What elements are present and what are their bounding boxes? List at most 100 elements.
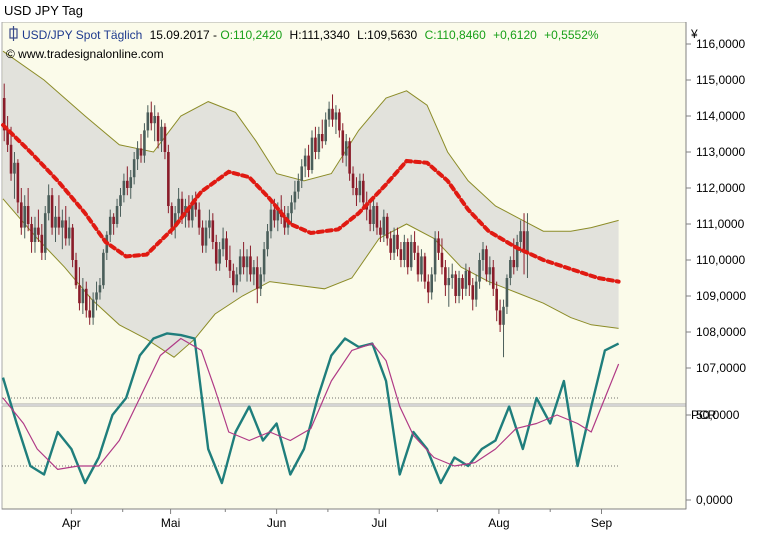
candle-body: [396, 234, 399, 250]
candle: [208, 209, 211, 239]
candle: [488, 256, 492, 286]
candle: [331, 94, 334, 127]
time-axis: Apr Mai Jun Jul Aug Sep: [62, 509, 612, 530]
candle-body: [351, 173, 355, 188]
candle: [156, 112, 160, 149]
candle-body: [255, 267, 259, 289]
candle-body: [238, 256, 242, 275]
candle-body: [331, 108, 334, 120]
candle: [522, 213, 526, 275]
candle-body: [403, 242, 406, 260]
candle: [214, 234, 218, 271]
window-titlebar: USD JPY Tag: [0, 0, 770, 23]
candle: [30, 216, 33, 253]
pcr-panel[interactable]: [1, 405, 687, 510]
candle: [139, 134, 143, 163]
candle-body: [126, 180, 129, 188]
candle: [194, 191, 198, 217]
candle: [375, 202, 379, 235]
candle-body: [495, 288, 498, 311]
candle-body: [81, 288, 85, 304]
candle-body: [440, 252, 444, 268]
candle: [314, 126, 317, 160]
candle-body: [338, 112, 341, 131]
band-fill: [3, 51, 619, 358]
candle: [444, 260, 447, 296]
candle-body: [23, 206, 27, 228]
candle: [252, 260, 256, 286]
price-chart[interactable]: 107,0000 108,0000 109,0000 110,0000 111,0000…: [0, 22, 770, 534]
candle: [33, 216, 37, 253]
candle: [50, 188, 54, 235]
candle: [351, 166, 355, 196]
candle: [26, 188, 30, 232]
candle-body: [423, 256, 427, 282]
candle: [187, 195, 191, 228]
candle: [115, 198, 119, 228]
time-tick-label: Jun: [267, 516, 286, 530]
candle-body: [303, 155, 307, 167]
candle-body: [242, 256, 245, 268]
candle: [303, 148, 307, 178]
candle: [126, 166, 129, 196]
candle-body: [409, 242, 413, 268]
candle: [245, 249, 249, 282]
candle: [132, 152, 136, 185]
candle: [344, 134, 348, 167]
pcr-tick-label: 0,0000: [696, 493, 733, 507]
candle: [348, 137, 351, 181]
candle: [515, 234, 519, 271]
candle: [255, 256, 259, 304]
candle: [355, 177, 358, 206]
candle-body: [208, 220, 211, 228]
candle: [88, 296, 91, 325]
candle-body: [173, 213, 177, 228]
currency-symbol: ¥: [690, 27, 698, 41]
candle: [211, 213, 215, 250]
price-tick-label: 108,0000: [696, 325, 746, 339]
candle: [509, 256, 512, 286]
pcr-tick-label: 50,0000: [696, 408, 740, 422]
candle-body: [218, 249, 221, 264]
candle: [495, 281, 498, 322]
candle-body: [177, 198, 180, 214]
pcr-axis: 0,0000 50,0000: [686, 408, 740, 507]
candle: [426, 274, 430, 304]
time-tick-label: Mai: [161, 516, 180, 530]
candle: [71, 224, 74, 268]
candle: [259, 267, 262, 296]
candle-body: [266, 231, 269, 250]
candle: [129, 170, 133, 199]
candle-body: [61, 220, 64, 228]
candle-body: [457, 278, 461, 296]
candle-body: [9, 144, 13, 174]
candle-body: [389, 238, 392, 253]
candle-body: [461, 278, 464, 289]
candle: [6, 116, 9, 152]
header-text: USD/JPY Spot Täglich 15.09.2017 - O:110,…: [22, 28, 599, 42]
candle-body: [509, 260, 512, 278]
candle-body: [437, 238, 440, 253]
candle-body: [187, 206, 191, 221]
candle: [464, 263, 468, 296]
candle-body: [108, 216, 112, 235]
price-tick-label: 111,0000: [696, 217, 745, 231]
candle: [406, 238, 410, 275]
candle-body: [6, 130, 9, 145]
candle-body: [454, 274, 457, 296]
candle: [112, 213, 115, 235]
candle: [519, 220, 522, 253]
candle-body: [307, 155, 310, 170]
candle: [420, 249, 423, 282]
candle-body: [26, 206, 30, 224]
candle-body: [214, 242, 218, 264]
candle-body: [478, 260, 481, 282]
candle-body: [50, 195, 54, 228]
candle-body: [334, 112, 338, 120]
candle: [474, 274, 478, 307]
candle: [379, 220, 382, 242]
price-axis: 107,0000 108,0000 109,0000 110,0000 111,0000…: [686, 37, 746, 375]
candle-body: [505, 278, 509, 307]
header-date: 15.09.2017: [150, 28, 210, 42]
candle-body: [259, 274, 262, 289]
